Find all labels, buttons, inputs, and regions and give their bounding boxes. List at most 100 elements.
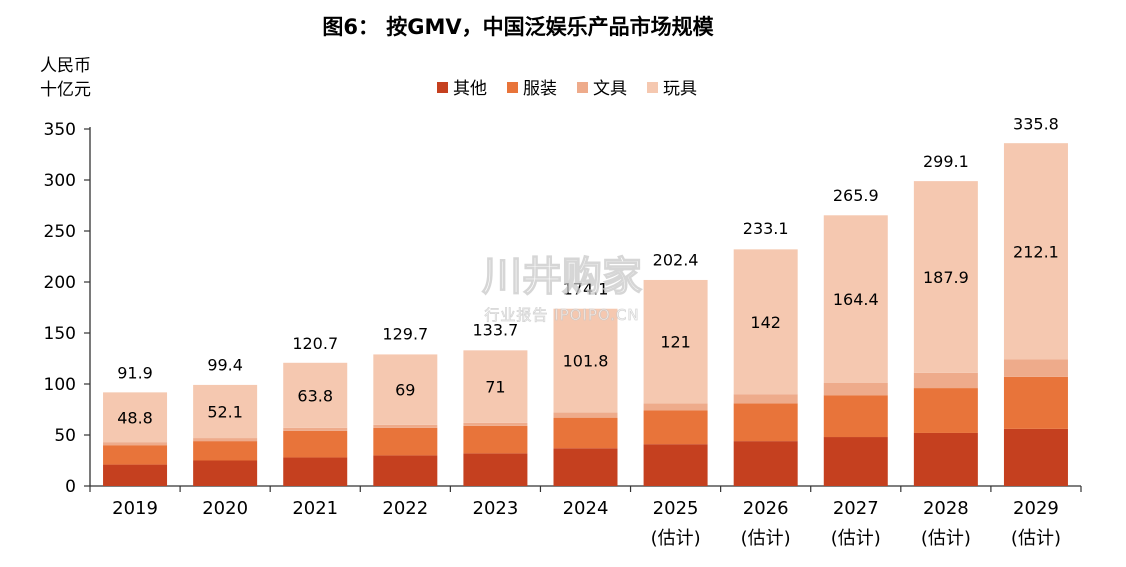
- total-value-label: 335.8: [1013, 114, 1059, 133]
- y-unit-line1: 人民币: [40, 56, 91, 76]
- x-tick-label: 2029: [1013, 498, 1059, 519]
- bar-segment: [373, 455, 438, 486]
- x-tick-label: 2023: [473, 498, 519, 519]
- total-value-label: 133.7: [473, 321, 519, 340]
- x-tick-label: (估计): [1011, 528, 1061, 549]
- legend-label: 其他: [453, 79, 487, 99]
- legend: 其他 服装 文具 玩具: [437, 79, 697, 99]
- bar-segment: [643, 279, 708, 404]
- x-tick-label: 2026: [743, 498, 789, 519]
- bar-segment: [283, 427, 348, 431]
- bar-segment: [463, 422, 528, 426]
- total-value-label: 265.9: [833, 186, 879, 205]
- bar-segment: [283, 430, 348, 458]
- toy-value-label: 142: [750, 313, 781, 332]
- total-value-label: 202.4: [653, 251, 699, 270]
- bar-segment: [1003, 376, 1068, 429]
- x-tick-label: 2027: [833, 498, 879, 519]
- y-tick-label: 200: [44, 273, 76, 293]
- y-tick-label: 300: [44, 171, 76, 191]
- x-tick-label: 2025: [653, 498, 699, 519]
- bar-segment: [643, 444, 708, 486]
- x-tick-label: 2024: [563, 498, 609, 519]
- toy-value-label: 121: [660, 333, 691, 352]
- legend-swatch: [437, 82, 448, 93]
- x-tick-label: 2028: [923, 498, 969, 519]
- bar-segment: [103, 442, 168, 446]
- total-value-label: 299.1: [923, 152, 969, 171]
- bar-segment: [823, 382, 888, 396]
- y-tick-label: 150: [44, 324, 76, 344]
- bar-segment: [283, 362, 348, 428]
- total-value-label: 129.7: [382, 325, 428, 344]
- x-tick-label: (估计): [741, 528, 791, 549]
- toy-value-label: 212.1: [1013, 242, 1059, 261]
- toy-value-label: 101.8: [563, 352, 609, 371]
- bars: [103, 143, 1068, 486]
- total-value-label: 233.1: [743, 219, 789, 238]
- bar-segment: [733, 403, 798, 442]
- bar-segment: [553, 448, 618, 486]
- x-tick-label: (估计): [651, 528, 701, 549]
- bar-segment: [103, 445, 168, 465]
- bar-segment: [1003, 143, 1068, 360]
- bar-segment: [193, 438, 258, 442]
- total-value-label: 174.1: [563, 279, 609, 298]
- y-tick-label: 50: [54, 426, 76, 446]
- bar-segment: [1003, 359, 1068, 377]
- toy-value-label: 63.8: [297, 386, 333, 405]
- bar-segment: [373, 424, 438, 428]
- bar-segment: [643, 403, 708, 411]
- y-tick-label: 100: [44, 375, 76, 395]
- x-tick-label: 2019: [112, 498, 158, 519]
- bar-segment: [823, 395, 888, 438]
- x-tick-label: (估计): [921, 528, 971, 549]
- bar-segment: [913, 388, 978, 433]
- legend-swatch: [647, 82, 658, 93]
- bar-segment: [283, 457, 348, 486]
- bar-segment: [103, 464, 168, 486]
- bar-segment: [553, 412, 618, 418]
- bar-segment: [193, 384, 258, 439]
- bar-segment: [193, 441, 258, 461]
- total-value-label: 91.9: [117, 363, 153, 382]
- toy-value-label: 71: [485, 378, 505, 397]
- x-tick-label: 2020: [202, 498, 248, 519]
- y-tick-label: 250: [44, 222, 76, 242]
- bar-segment: [733, 441, 798, 486]
- bar-segment: [463, 425, 528, 454]
- bar-segment: [553, 308, 618, 413]
- chart-title: 图6： 按GMV，中国泛娱乐产品市场规模: [322, 15, 714, 39]
- y-tick-label: 350: [44, 120, 76, 140]
- x-tick-label: (估计): [831, 528, 881, 549]
- watermark-sub: 行业报告 IPOIPO.CN: [484, 306, 639, 324]
- toy-value-label: 69: [395, 381, 415, 400]
- legend-label: 服装: [523, 79, 557, 99]
- bar-segment: [373, 354, 438, 425]
- bar-segment: [733, 249, 798, 395]
- bar-segment: [913, 432, 978, 486]
- bar-segment: [373, 427, 438, 456]
- total-value-label: 120.7: [292, 334, 338, 353]
- bar-segment: [823, 437, 888, 486]
- y-unit-line2: 十亿元: [40, 80, 91, 100]
- axes: 0 50 100 150 200 250 300 350 2019 2020 2021 2022 202…: [44, 120, 1082, 549]
- y-tick-label: 0: [65, 477, 76, 497]
- legend-swatch: [507, 82, 518, 93]
- data-labels: 48.8 91.9 52.1 99.4 63.8 120.7 69 129.7 71 133.7 1…: [117, 114, 1059, 427]
- bar-segment: [913, 372, 978, 389]
- toy-value-label: 164.4: [833, 290, 879, 309]
- toy-value-label: 52.1: [207, 402, 243, 421]
- total-value-label: 99.4: [207, 356, 243, 375]
- bar-segment: [193, 460, 258, 486]
- watermark: 川井购家 行业报告 IPOIPO.CN: [481, 253, 642, 324]
- legend-swatch: [577, 82, 588, 93]
- x-tick-label: 2022: [382, 498, 428, 519]
- bar-segment: [463, 453, 528, 486]
- toy-value-label: 187.9: [923, 268, 969, 287]
- bar-segment: [733, 394, 798, 404]
- bar-segment: [103, 392, 168, 443]
- bar-segment: [463, 350, 528, 423]
- legend-label: 文具: [593, 79, 627, 99]
